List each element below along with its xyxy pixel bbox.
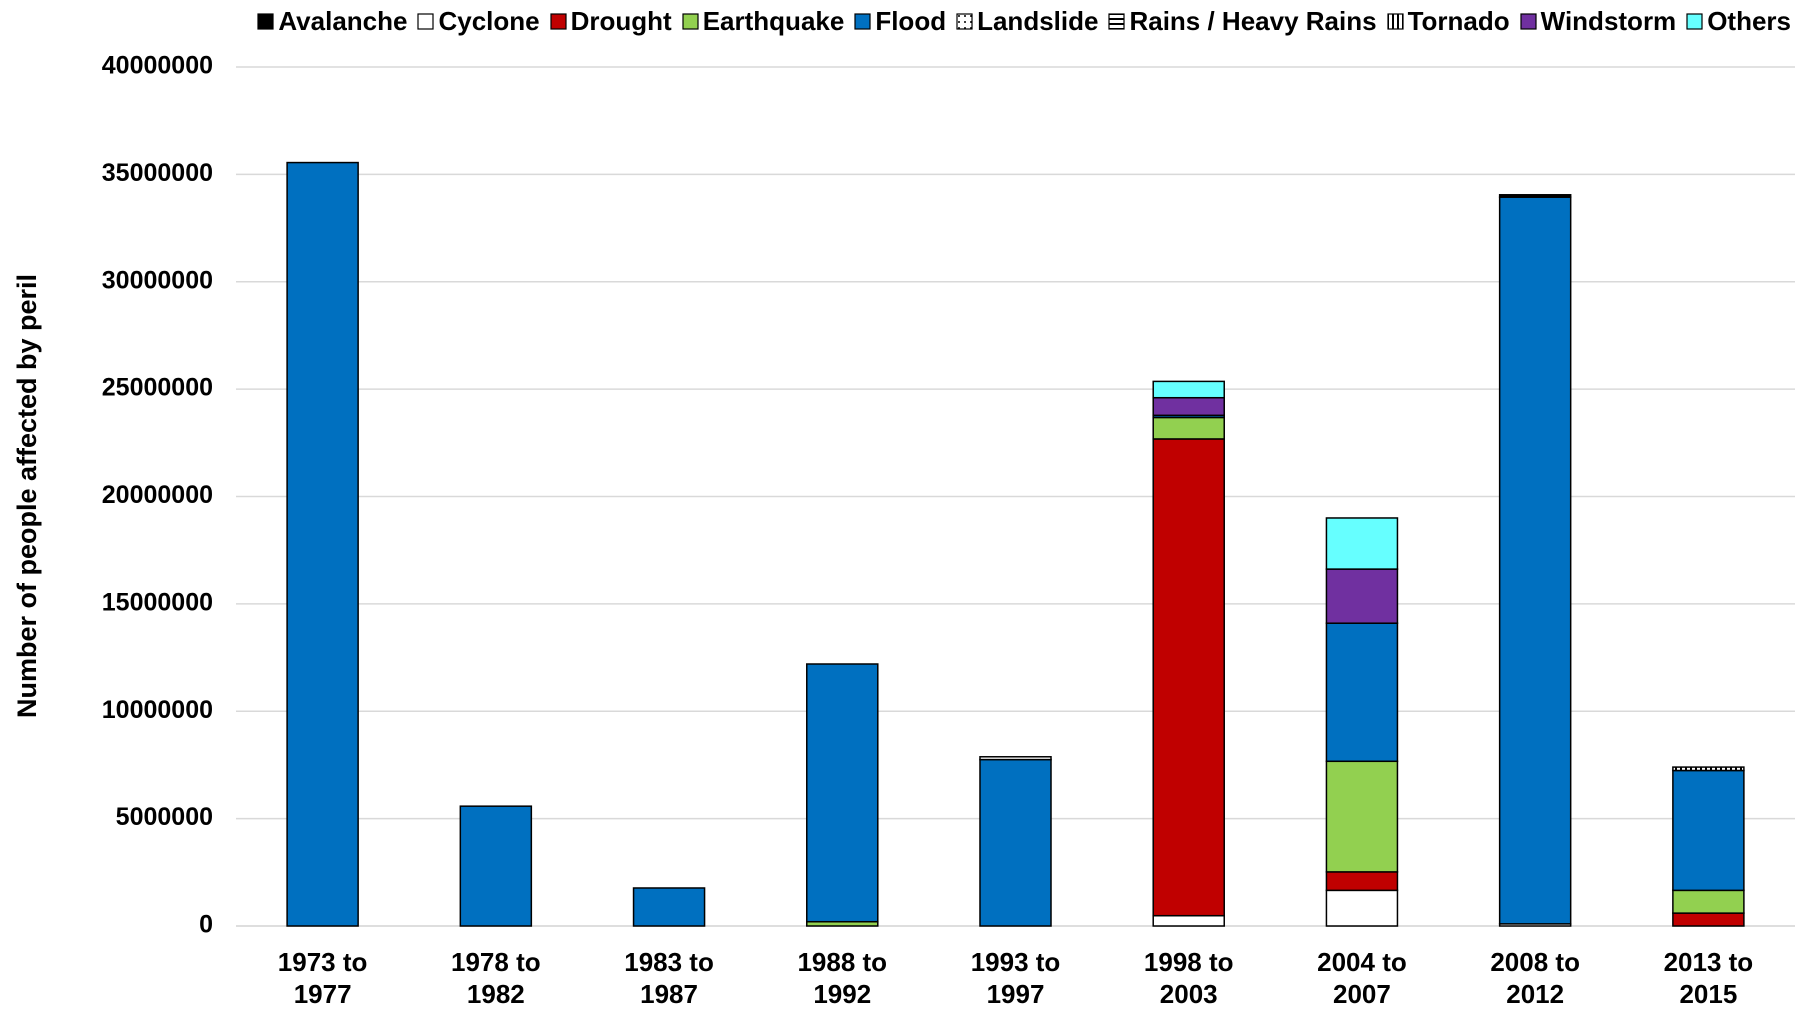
legend-swatch [1386, 13, 1404, 30]
legend-swatch [1520, 13, 1537, 30]
y-axis-title: Number of people affected by peril [12, 274, 42, 718]
bar-segment [979, 758, 1052, 927]
legend-item: Tornado [1386, 6, 1510, 37]
legend-swatch-fill [1108, 13, 1126, 30]
y-tick-label: 5000000 [116, 803, 213, 831]
bar-segment [286, 161, 359, 927]
legend-label: Drought [570, 6, 672, 36]
legend-item: Earthquake [682, 6, 845, 37]
bar-segment [1325, 871, 1399, 892]
bar-segment [1498, 194, 1572, 198]
bar-segment [1672, 769, 1745, 892]
legend-swatch [257, 13, 274, 30]
legend-swatch [550, 13, 567, 30]
y-tick-label: 25000000 [102, 374, 213, 402]
legend: Avalanche Cyclone Drought Earthquake Flood La… [0, 6, 1805, 37]
legend-label: Others [1707, 6, 1791, 36]
x-tick-label: 1978 to 1982 [451, 947, 541, 1009]
bar-segment [1498, 196, 1572, 925]
bar-segment [1325, 517, 1399, 570]
legend-item: Flood [854, 6, 946, 37]
bar-segment [1325, 760, 1399, 873]
legend-swatch-fill [417, 13, 435, 30]
bar-segment [1325, 622, 1399, 763]
bar-segment [806, 663, 879, 923]
bar-segment [1325, 568, 1399, 624]
bar-segment [1152, 396, 1225, 417]
bar-segment [1672, 766, 1745, 772]
legend-swatch [1108, 13, 1126, 30]
bar-segment [1672, 889, 1745, 914]
x-tick-label: 1998 to 2003 [1143, 947, 1234, 1009]
y-tick-label: 40000000 [102, 52, 213, 80]
bar-segment [1152, 914, 1225, 927]
legend-swatch [1686, 13, 1703, 30]
legend-swatch-fill [1520, 13, 1537, 30]
bar-segment [1152, 416, 1225, 440]
bar-segment [1672, 912, 1745, 927]
legend-label: Avalanche [278, 6, 408, 36]
legend-swatch-fill [550, 13, 567, 30]
x-tick-label: 1973 to 1977 [277, 947, 368, 1009]
legend-swatch [854, 13, 871, 30]
legend-swatch-fill [956, 13, 973, 30]
legend-label: Tornado [1407, 6, 1510, 36]
legend-swatch-fill [257, 13, 274, 30]
legend-swatch [417, 13, 435, 30]
legend-item: Landslide [956, 6, 1098, 37]
y-tick-label: 15000000 [102, 588, 213, 616]
y-tick-label: 30000000 [102, 266, 213, 294]
x-tick-label: 1988 to 1992 [797, 947, 888, 1009]
legend-item: Drought [550, 6, 672, 37]
legend-label: Earthquake [702, 6, 845, 36]
bar-segment [1152, 438, 1225, 917]
legend-swatch [956, 13, 973, 30]
legend-label: Windstorm [1540, 6, 1677, 36]
legend-label: Rains / Heavy Rains [1129, 6, 1377, 36]
x-tick-label: 2008 to 2012 [1490, 947, 1580, 1009]
y-tick-label: 10000000 [102, 696, 213, 724]
x-tick-label: 1983 to 1987 [624, 947, 714, 1009]
legend-swatch-fill [1686, 13, 1703, 30]
bar-segment [1325, 889, 1399, 927]
legend-label: Landslide [977, 6, 1099, 36]
legend-item: Avalanche [257, 6, 407, 37]
legend-item: Rains / Heavy Rains [1108, 6, 1377, 37]
legend-swatch-fill [682, 13, 699, 30]
y-tick-label: 0 [199, 911, 213, 939]
legend-swatch-fill [854, 13, 871, 30]
x-tick-label: 1993 to 1997 [970, 947, 1061, 1009]
y-tick-label: 20000000 [102, 481, 213, 509]
bar-segment [1152, 380, 1225, 399]
y-tick-label: 35000000 [102, 159, 213, 187]
legend-item: Windstorm [1520, 6, 1677, 37]
legend-item: Others [1686, 6, 1791, 37]
bar-segment [459, 805, 533, 927]
x-tick-label: 2013 to 2015 [1663, 947, 1754, 1009]
legend-label: Flood [875, 6, 947, 36]
bar-segment [632, 887, 706, 927]
legend-item: Cyclone [417, 6, 540, 37]
legend-swatch [682, 13, 699, 30]
legend-swatch-fill [1386, 13, 1404, 30]
x-tick-label: 2004 to 2007 [1317, 947, 1407, 1009]
bar-segment [979, 756, 1052, 761]
legend-label: Cyclone [438, 6, 540, 36]
